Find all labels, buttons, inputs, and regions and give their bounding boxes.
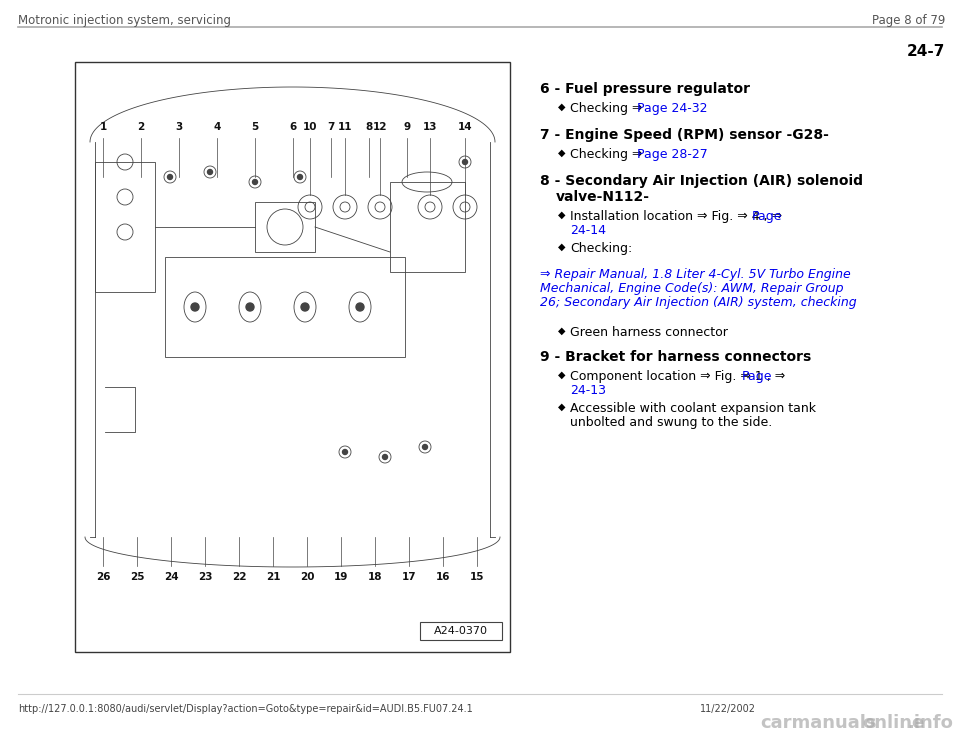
- Text: http://127.0.0.1:8080/audi/servlet/Display?action=Goto&type=repair&id=AUDI.B5.FU: http://127.0.0.1:8080/audi/servlet/Displ…: [18, 704, 472, 714]
- Text: 24-13: 24-13: [570, 384, 606, 397]
- Text: 4: 4: [213, 122, 221, 132]
- Text: ◆: ◆: [558, 148, 565, 158]
- Bar: [390, 182, 465, 272]
- Circle shape: [246, 303, 254, 311]
- Text: 8 - Secondary Air Injection (AIR) solenoid: 8 - Secondary Air Injection (AIR) soleno…: [540, 174, 863, 188]
- Text: ⇒ Repair Manual, 1.8 Liter 4-Cyl. 5V Turbo Engine: ⇒ Repair Manual, 1.8 Liter 4-Cyl. 5V Tur…: [540, 268, 851, 281]
- Text: 17: 17: [401, 572, 417, 582]
- Text: 10: 10: [302, 122, 317, 132]
- Bar: [420, 622, 502, 640]
- Text: Motronic injection system, servicing: Motronic injection system, servicing: [18, 14, 231, 27]
- Circle shape: [207, 169, 212, 174]
- Text: 3: 3: [176, 122, 182, 132]
- Text: 6: 6: [289, 122, 297, 132]
- Text: Installation location ⇒ Fig. ⇒ 4 , ⇒: Installation location ⇒ Fig. ⇒ 4 , ⇒: [570, 210, 786, 223]
- Text: 2: 2: [137, 122, 145, 132]
- Text: 26: 26: [96, 572, 110, 582]
- Circle shape: [301, 303, 309, 311]
- Text: 16: 16: [436, 572, 450, 582]
- Circle shape: [356, 303, 364, 311]
- Text: 9 - Bracket for harness connectors: 9 - Bracket for harness connectors: [540, 350, 811, 364]
- Text: 9: 9: [403, 122, 411, 132]
- Text: 1: 1: [100, 122, 107, 132]
- Text: Page: Page: [752, 210, 782, 223]
- Bar: [255, 202, 315, 252]
- Text: 13: 13: [422, 122, 437, 132]
- Text: Accessible with coolant expansion tank: Accessible with coolant expansion tank: [570, 402, 816, 415]
- Text: unbolted and swung to the side.: unbolted and swung to the side.: [570, 416, 772, 429]
- Text: ◆: ◆: [558, 242, 565, 252]
- Text: Page 8 of 79: Page 8 of 79: [872, 14, 945, 27]
- Text: ◆: ◆: [558, 210, 565, 220]
- Bar: [95, 162, 155, 292]
- Text: 18: 18: [368, 572, 382, 582]
- Text: 14: 14: [458, 122, 472, 132]
- Text: 7 - Engine Speed (RPM) sensor -G28-: 7 - Engine Speed (RPM) sensor -G28-: [540, 128, 828, 142]
- Text: 11: 11: [338, 122, 352, 132]
- Text: Green harness connector: Green harness connector: [570, 326, 728, 339]
- Text: 22: 22: [231, 572, 247, 582]
- Text: 24-14: 24-14: [570, 224, 606, 237]
- Bar: [165, 257, 405, 357]
- Text: Mechanical, Engine Code(s): AWM, Repair Group: Mechanical, Engine Code(s): AWM, Repair …: [540, 282, 844, 295]
- Circle shape: [167, 174, 173, 180]
- Text: Checking:: Checking:: [570, 242, 633, 255]
- Text: 12: 12: [372, 122, 387, 132]
- Text: ◆: ◆: [558, 102, 565, 112]
- Text: 11/22/2002: 11/22/2002: [700, 704, 756, 714]
- Text: 23: 23: [198, 572, 212, 582]
- Text: Page 24-32: Page 24-32: [637, 102, 708, 115]
- Text: ◆: ◆: [558, 402, 565, 412]
- Text: carmanuals: carmanuals: [760, 714, 876, 732]
- Bar: [75, 62, 510, 652]
- Text: Component location ⇒ Fig. ⇒ 1 , ⇒: Component location ⇒ Fig. ⇒ 1 , ⇒: [570, 370, 789, 383]
- Text: Checking ⇒: Checking ⇒: [570, 102, 646, 115]
- Text: ◆: ◆: [558, 326, 565, 336]
- Text: valve-N112-: valve-N112-: [556, 190, 650, 204]
- Text: Checking ⇒: Checking ⇒: [570, 148, 646, 161]
- Text: 19: 19: [334, 572, 348, 582]
- Text: 7: 7: [327, 122, 335, 132]
- Text: ◆: ◆: [558, 370, 565, 380]
- Text: 8: 8: [366, 122, 372, 132]
- Text: 20: 20: [300, 572, 314, 582]
- Circle shape: [191, 303, 199, 311]
- Text: Page 28-27: Page 28-27: [637, 148, 708, 161]
- Circle shape: [298, 174, 302, 180]
- Circle shape: [463, 160, 468, 165]
- Text: 21: 21: [266, 572, 280, 582]
- Circle shape: [422, 444, 427, 450]
- Text: Page: Page: [742, 370, 773, 383]
- Circle shape: [343, 450, 348, 455]
- Text: 25: 25: [130, 572, 144, 582]
- Circle shape: [382, 455, 388, 459]
- Text: 24: 24: [164, 572, 179, 582]
- Text: 15: 15: [469, 572, 484, 582]
- Text: 24-7: 24-7: [906, 44, 945, 59]
- Text: online: online: [862, 714, 924, 732]
- Text: .info: .info: [907, 714, 953, 732]
- Text: 26; Secondary Air Injection (AIR) system, checking: 26; Secondary Air Injection (AIR) system…: [540, 296, 856, 309]
- Text: 6 - Fuel pressure regulator: 6 - Fuel pressure regulator: [540, 82, 750, 96]
- Circle shape: [252, 180, 257, 185]
- Text: 5: 5: [252, 122, 258, 132]
- Text: A24-0370: A24-0370: [434, 626, 488, 636]
